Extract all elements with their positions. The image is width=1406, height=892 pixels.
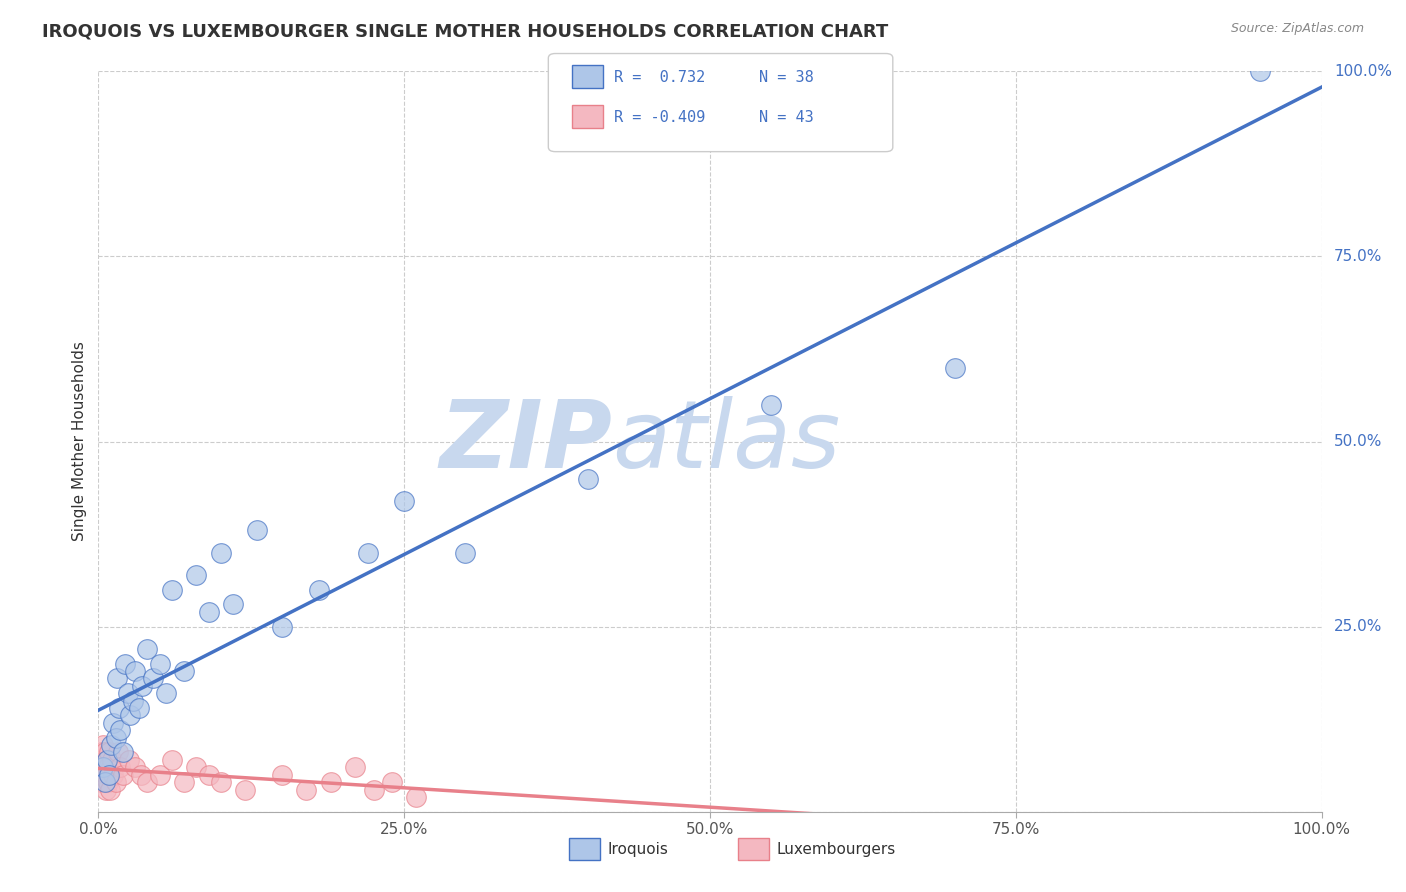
Point [129, 767, 152, 781]
Point [121, 694, 143, 708]
Text: N = 38: N = 38 [759, 70, 814, 85]
Point [98, 767, 121, 781]
Point [97, 775, 120, 789]
Point [136, 641, 159, 656]
Point [233, 782, 256, 797]
Point [1250, 64, 1272, 78]
Point [149, 657, 172, 671]
Point [111, 746, 134, 760]
Point [117, 686, 139, 700]
Point [160, 753, 183, 767]
Point [91, 760, 114, 774]
Point [246, 524, 269, 538]
Point [186, 567, 208, 582]
Point [105, 672, 128, 686]
Point [104, 775, 127, 789]
Point [295, 782, 318, 797]
Point [97, 746, 120, 760]
Point [136, 775, 159, 789]
Y-axis label: Single Mother Households: Single Mother Households [72, 342, 87, 541]
Point [149, 767, 172, 781]
Point [173, 775, 195, 789]
Point [381, 775, 404, 789]
Point [155, 686, 177, 700]
Point [270, 619, 294, 633]
Point [405, 789, 427, 804]
Point [101, 767, 124, 781]
Point [197, 767, 219, 781]
Point [576, 471, 599, 485]
Text: Source: ZipAtlas.com: Source: ZipAtlas.com [1230, 22, 1364, 36]
Text: atlas: atlas [612, 396, 841, 487]
Text: R =  0.732: R = 0.732 [614, 70, 706, 85]
Point [100, 738, 122, 752]
Text: 100.0%: 100.0% [1334, 64, 1392, 78]
Text: Iroquois: Iroquois [607, 842, 668, 856]
Point [209, 546, 232, 560]
Point [110, 723, 132, 738]
Point [101, 753, 124, 767]
Point [110, 760, 132, 774]
Point [120, 708, 142, 723]
Point [270, 767, 294, 781]
Point [91, 753, 114, 767]
Point [111, 767, 134, 781]
Point [101, 715, 124, 730]
Point [943, 360, 966, 375]
Point [93, 775, 115, 789]
Point [392, 493, 416, 508]
Point [222, 598, 245, 612]
Text: IROQUOIS VS LUXEMBOURGER SINGLE MOTHER HOUSEHOLDS CORRELATION CHART: IROQUOIS VS LUXEMBOURGER SINGLE MOTHER H… [42, 22, 889, 40]
Point [118, 753, 141, 767]
Point [363, 782, 385, 797]
Point [186, 760, 208, 774]
Point [93, 760, 115, 774]
Point [91, 738, 114, 752]
Text: 50.0%: 50.0% [1334, 434, 1382, 449]
Point [96, 753, 118, 767]
Point [108, 701, 131, 715]
Point [107, 746, 129, 760]
Point [114, 657, 136, 671]
Text: 75.0%: 75.0% [1334, 249, 1382, 264]
Point [761, 398, 783, 412]
Point [94, 746, 117, 760]
Point [104, 731, 127, 745]
Point [94, 767, 117, 781]
Text: 25.0%: 25.0% [1334, 619, 1382, 634]
Text: ZIP: ZIP [439, 395, 612, 488]
Point [308, 582, 330, 597]
Point [97, 760, 120, 774]
Point [91, 767, 114, 781]
Point [319, 775, 342, 789]
Point [124, 664, 146, 678]
Point [98, 767, 121, 781]
Text: R = -0.409: R = -0.409 [614, 111, 706, 125]
Point [96, 753, 118, 767]
Point [344, 760, 367, 774]
Text: Luxembourgers: Luxembourgers [776, 842, 896, 856]
Point [124, 760, 146, 774]
Point [160, 582, 183, 597]
Point [90, 746, 112, 760]
Point [89, 760, 111, 774]
Point [142, 672, 165, 686]
Point [173, 664, 195, 678]
Point [98, 782, 121, 797]
Point [209, 775, 232, 789]
Point [93, 775, 115, 789]
Point [197, 605, 219, 619]
Point [454, 546, 477, 560]
Point [96, 782, 118, 797]
Point [89, 767, 111, 781]
Point [131, 679, 153, 693]
Point [90, 775, 112, 789]
Text: N = 43: N = 43 [759, 111, 814, 125]
Point [100, 760, 122, 774]
Point [356, 546, 378, 560]
Point [128, 701, 150, 715]
